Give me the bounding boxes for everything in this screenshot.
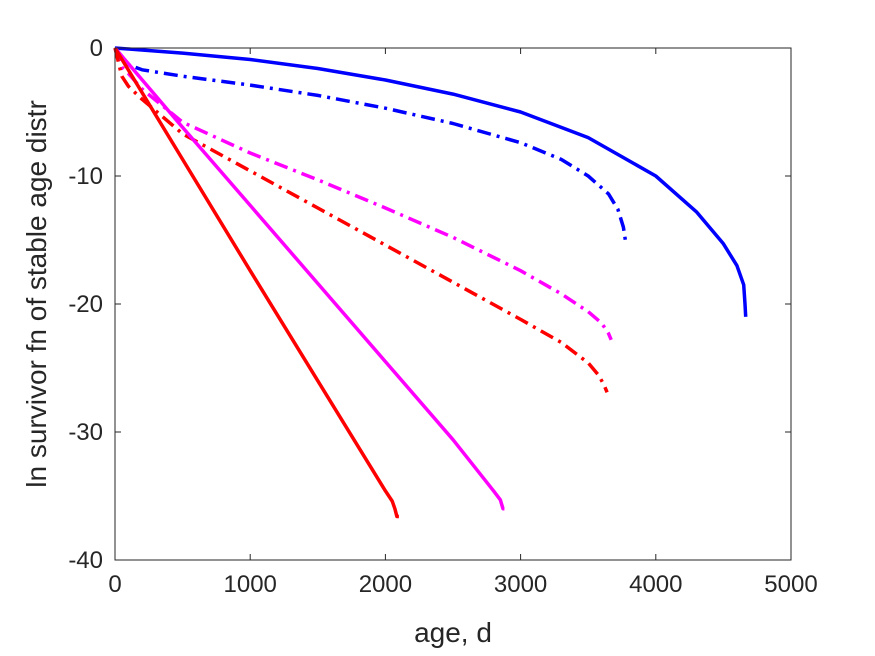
series-line-1 — [114, 46, 748, 317]
series-line-6 — [113, 47, 399, 519]
y-tick-label: -40 — [68, 547, 103, 574]
y-axis-label: ln survivor fn of stable age distr — [21, 100, 52, 488]
x-tick-label: 2000 — [359, 571, 412, 598]
x-tick-label: 5000 — [764, 571, 817, 598]
x-tick-label: 1000 — [224, 571, 277, 598]
series-line-4 — [113, 47, 609, 393]
y-axis: 0 -10 -20 -30 -40 — [68, 35, 791, 574]
y-tick-label: 0 — [90, 35, 103, 62]
x-tick-label: 4000 — [629, 571, 682, 598]
series-line-2 — [113, 46, 628, 246]
y-tick-label: -10 — [68, 163, 103, 190]
series-line-5 — [113, 46, 505, 511]
plot-lines — [113, 46, 748, 519]
x-tick-label: 3000 — [494, 571, 547, 598]
series-line-3 — [113, 47, 613, 341]
y-tick-label: -30 — [68, 419, 103, 446]
x-axis: 0 1000 2000 3000 4000 5000 — [108, 48, 818, 598]
x-axis-label: age, d — [414, 617, 492, 648]
x-tick-label: 0 — [108, 571, 121, 598]
y-tick-label: -20 — [68, 291, 103, 318]
